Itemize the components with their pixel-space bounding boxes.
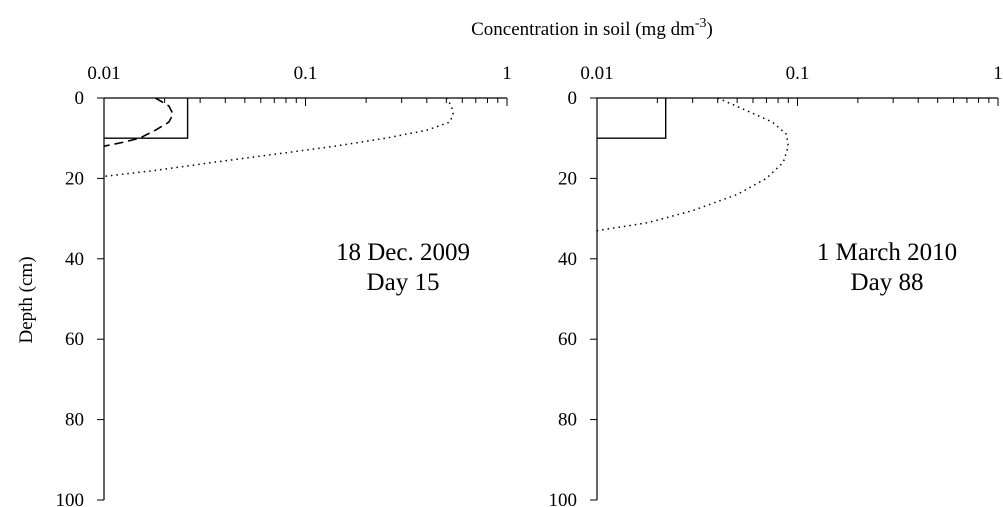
series-solid [104,98,189,139]
series-dotted [596,97,790,232]
series-dotted [103,97,454,178]
panel-date-label: 18 Dec. 2009 [336,239,470,266]
x-tick-label: 1 [502,63,512,84]
y-tick-label: 60 [558,329,577,350]
y-tick-label: 80 [65,410,84,431]
x-tick-label: 0.1 [294,63,318,84]
x-tick-label: 0.1 [786,63,810,84]
y-tick-label: 100 [56,490,85,507]
y-tick-label: 20 [558,168,577,189]
x-tick-label: 0.01 [580,63,613,84]
x-tick-label: 1 [993,63,1003,84]
series-dashed [103,97,174,147]
y-tick-label: 0 [75,88,85,109]
y-tick-label: 80 [558,410,577,431]
y-tick-label: 40 [558,249,577,270]
panel-date-label: 1 March 2010 [817,239,957,266]
y-tick-label: 20 [65,168,84,189]
panel-day-88: 0.01 0.1 1 0 20 40 60 80 100 1 March 2010 Day 88 [549,63,1003,507]
x-axis-title-suffix: ) [707,19,713,40]
x-tick-label: 0.01 [87,63,120,84]
x-axis-title: Concentration in soil (mg dm-3) [471,16,713,40]
x-axis-title-prefix: Concentration in soil (mg dm [471,19,695,40]
x-axis-title-exponent: -3 [695,16,707,31]
y-tick-label: 40 [65,249,84,270]
y-tick-label: 0 [568,88,578,109]
panel-day-label: Day 88 [851,269,924,296]
y-tick-label: 100 [549,490,578,507]
panel-day-15: 0.01 0.1 1 0 20 40 60 80 100 18 Dec. 2009 Day 15 [56,63,512,507]
y-axis-title: Depth (cm) [16,256,37,343]
panel-day-label: Day 15 [367,269,440,296]
y-tick-label: 60 [65,329,84,350]
series-solid [597,98,667,139]
